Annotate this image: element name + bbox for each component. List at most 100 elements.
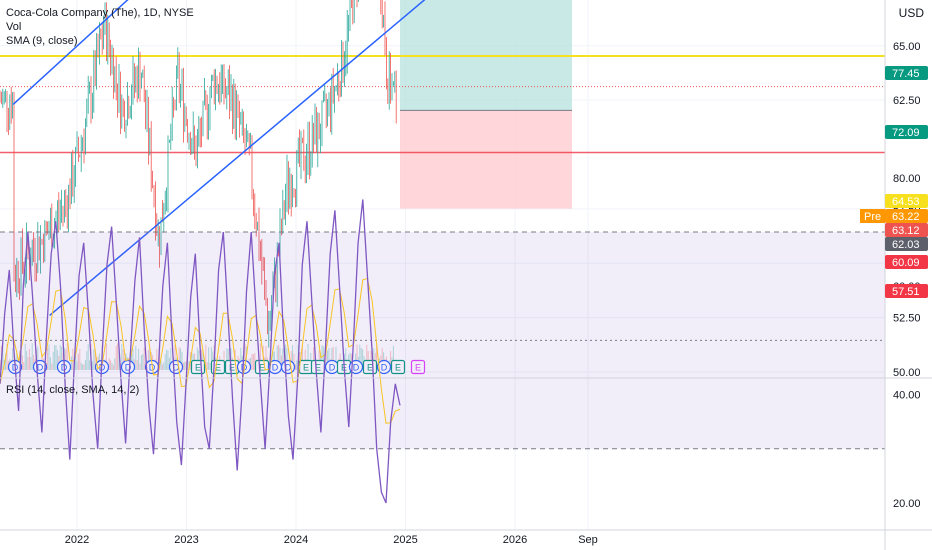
volume-bar: [121, 344, 123, 370]
volume-bar: [0, 359, 1, 370]
volume-bar: [54, 345, 56, 370]
volume-bar: [205, 344, 207, 370]
loss-zone: [400, 110, 572, 209]
marker-label: E: [215, 363, 221, 373]
volume-bar: [276, 345, 278, 370]
volume-bar: [188, 361, 190, 370]
price-badge: Pre 63.22: [860, 209, 928, 223]
volume-bar: [111, 362, 113, 370]
rsi-line: [0, 199, 401, 504]
volume-bar: [77, 353, 79, 370]
volume-bar: [33, 354, 35, 370]
volume-bar: [356, 344, 358, 370]
marker-label: D: [381, 363, 388, 373]
volume-bar: [307, 343, 309, 370]
volume-bar: [61, 346, 63, 370]
volume-bar: [229, 343, 231, 370]
volume-bar: [2, 347, 4, 370]
volume-bar: [76, 361, 78, 370]
volume-bar: [265, 345, 267, 370]
volume-bar: [313, 347, 315, 370]
volume-bar: [12, 347, 14, 370]
volume-bar: [108, 358, 110, 370]
currency-label[interactable]: USD: [898, 6, 924, 20]
badge-label: 57.51: [892, 286, 920, 298]
volume-bar: [392, 345, 394, 370]
volume-bar: [82, 364, 84, 370]
volume-bar: [5, 354, 7, 370]
sma-legend[interactable]: SMA (9, close): [6, 35, 78, 47]
volume-bar: [301, 344, 303, 370]
volume-bar: [161, 364, 163, 370]
rsi-ma-line: [0, 277, 401, 424]
badge-box: [885, 223, 928, 237]
volume-bar: [83, 364, 85, 370]
dividend-marker: D: [376, 359, 392, 375]
marker-label: E: [315, 363, 321, 373]
volume-bar: [93, 349, 95, 370]
marker-label: D: [285, 363, 292, 373]
volume-bar: [31, 343, 33, 370]
volume-bar: [250, 358, 252, 370]
volume-bar: [140, 355, 142, 370]
position-zones: [400, 0, 572, 209]
volume-bar: [331, 348, 333, 370]
volume-legend[interactable]: Vol: [6, 21, 22, 33]
volume-bar: [182, 362, 184, 370]
badge-label: 60.09: [892, 257, 920, 269]
volume-bar: [170, 348, 172, 370]
badge-label: 77.45: [892, 68, 920, 80]
volume-bar: [51, 363, 53, 370]
volume-bar: [251, 354, 253, 370]
volume-bar: [80, 362, 82, 370]
volume-bar: [23, 362, 25, 370]
badge-box: [885, 255, 928, 269]
x-tick-label: 2022: [65, 534, 89, 546]
marker-circle: [376, 359, 392, 375]
price-badge: 60.09: [885, 255, 928, 269]
price-badge: 72.09: [885, 125, 928, 139]
pre-tag-label: Pre: [864, 211, 881, 223]
volume-bar: [280, 355, 282, 370]
marker-label: E: [303, 363, 309, 373]
volume-bar: [132, 348, 134, 370]
volume-bar: [390, 350, 392, 370]
volume-bar: [209, 362, 211, 370]
volume-bar: [322, 346, 324, 370]
rsi-legend[interactable]: RSI (14, close, SMA, 14, 2): [6, 384, 140, 396]
volume-bar: [48, 344, 50, 370]
y-tick-label: 50.00: [893, 367, 921, 379]
badge-label: 62.03: [892, 239, 920, 251]
volume-bar: [28, 348, 30, 370]
volume-bar: [332, 346, 334, 370]
badge-label: 72.09: [892, 127, 920, 139]
volume-bar: [59, 344, 61, 370]
volume-bar: [201, 349, 203, 370]
volume-bar: [226, 348, 228, 370]
volume-bar: [296, 360, 298, 370]
volume-bar: [196, 347, 198, 370]
volume-bar: [206, 362, 208, 370]
badge-box: [885, 237, 928, 251]
marker-label: E: [195, 363, 201, 373]
volume-bar: [79, 348, 81, 370]
volume-bar: [114, 358, 116, 370]
volume-bar: [254, 353, 256, 370]
chart-title: Coca-Cola Company (The), 1D, NYSE: [6, 7, 194, 19]
volume-bar: [160, 360, 162, 370]
volume-bar: [142, 354, 144, 370]
marker-label: D: [173, 363, 180, 373]
badge-label: 63.12: [892, 225, 920, 237]
volume-bar: [105, 343, 107, 370]
channel-lower-line: [49, 0, 426, 317]
volume-bar: [362, 349, 364, 370]
future-earnings-marker: E: [410, 359, 426, 375]
volume-bar: [373, 348, 375, 370]
volume-bar: [293, 353, 295, 370]
volume-bar: [304, 349, 306, 370]
price-badge: 62.03: [885, 237, 928, 251]
volume-bar: [181, 351, 183, 370]
marker-label: D: [272, 363, 279, 373]
volume-bar: [66, 343, 68, 370]
